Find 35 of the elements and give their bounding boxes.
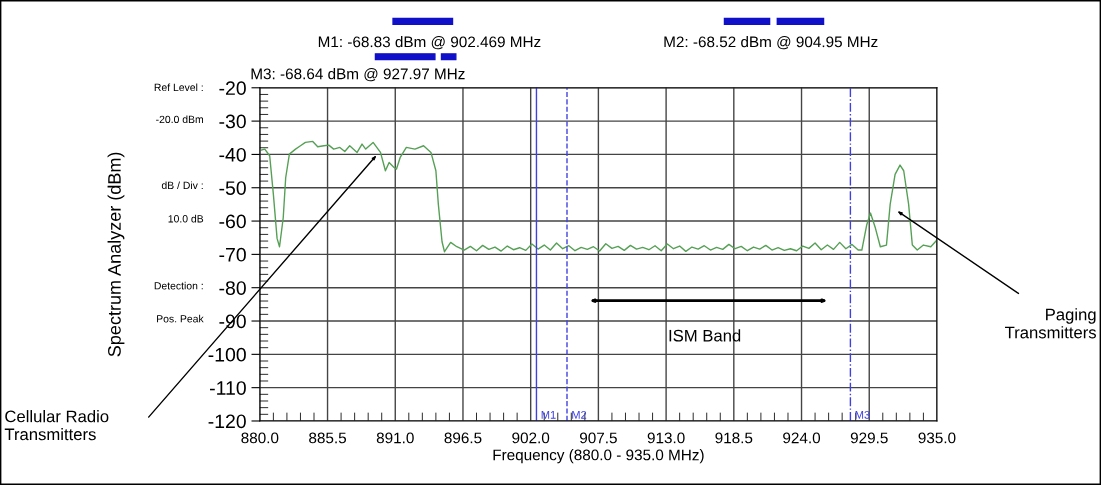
x-tick-label: 885.5 — [309, 432, 347, 444]
y-tick-label: -20 — [219, 81, 246, 96]
y-tick-label: -50 — [219, 181, 246, 195]
text: 10.0 dB — [168, 214, 204, 223]
text: -20.0 dBm — [156, 115, 203, 124]
x-tick-label: 935.0 — [918, 432, 956, 444]
x-tick-label: 907.5 — [580, 432, 617, 444]
y-tick-label: -100 — [208, 347, 246, 362]
x-tick-label: 902.0 — [512, 432, 550, 444]
text: Cellular Radio Transmitters — [4, 410, 109, 441]
text: M1: -68.83 dBm @ 902.469 MHz — [318, 36, 541, 50]
y-axis-title: Spectrum Analyzer (dBm) — [107, 152, 125, 357]
text: Detection : — [154, 281, 203, 290]
y-tick-label: -40 — [219, 147, 246, 162]
y-tick-label: -80 — [219, 281, 246, 295]
y-tick-label: -60 — [219, 214, 246, 229]
y-tick-label: -110 — [210, 381, 246, 395]
y-tick-label: -30 — [219, 114, 246, 129]
line-series — [260, 140, 937, 253]
text: dB / Div : — [161, 181, 203, 190]
text: M3: -68.64 dBm @ 927.97 MHz — [251, 68, 465, 82]
text: Pos. Peak — [157, 314, 204, 323]
x-tick-label: 918.5 — [715, 432, 753, 444]
y-tick-label: -120 — [208, 414, 246, 429]
x-tick-label: 924.0 — [783, 432, 821, 444]
x-tick-label: 880.0 — [241, 432, 279, 444]
x-tick-label: 896.5 — [444, 432, 482, 444]
x-axis-title: Frequency (880.0 - 935.0 MHz) — [493, 449, 704, 464]
x-tick-label: 929.5 — [850, 432, 888, 444]
text: Ref Level : — [154, 83, 203, 92]
y-tick-label: -70 — [219, 247, 246, 262]
text: M2: -68.52 dBm @ 904.95 MHz — [664, 36, 878, 50]
x-tick-label: 891.0 — [376, 432, 414, 444]
x-tick-label: 913.0 — [647, 432, 685, 444]
text: Paging Transmitters — [1005, 308, 1096, 339]
